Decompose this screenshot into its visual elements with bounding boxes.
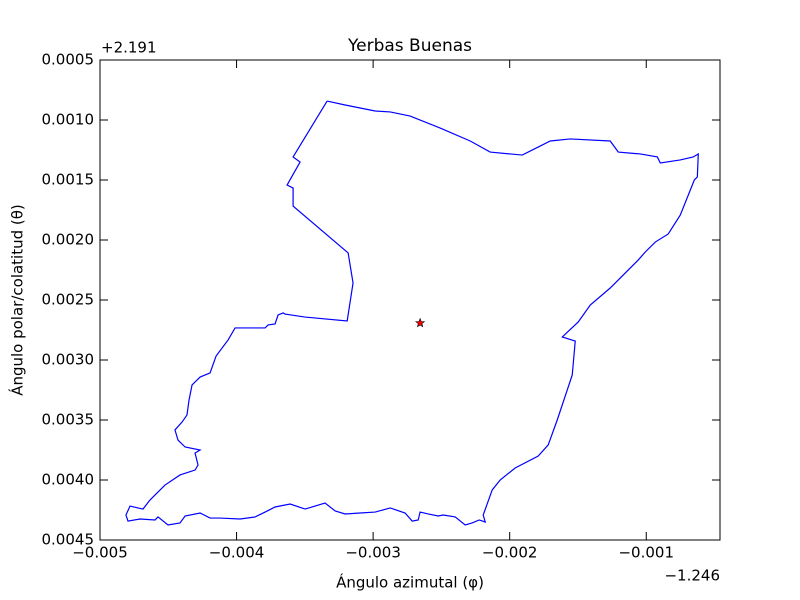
y-axis-label: Ángulo polar/colatitud (θ) bbox=[8, 204, 27, 396]
y-tick-label: 0.0030 bbox=[42, 351, 95, 369]
y-tick-label: 0.0035 bbox=[42, 411, 95, 429]
chart-title: Yerbas Buenas bbox=[347, 36, 472, 56]
x-tick-label: −0.001 bbox=[618, 544, 674, 562]
x-offset-label: −1.246 bbox=[664, 567, 720, 585]
y-tick-label: 0.0045 bbox=[42, 531, 95, 549]
x-axis-label: Ángulo azimutal (φ) bbox=[336, 573, 484, 592]
y-tick-label: 0.0040 bbox=[42, 471, 95, 489]
y-tick-label: 0.0025 bbox=[42, 291, 95, 309]
x-tick-label: −0.003 bbox=[345, 544, 401, 562]
y-tick-label: 0.0020 bbox=[42, 231, 95, 249]
y-tick-label: 0.0010 bbox=[42, 111, 95, 129]
x-tick-label: −0.002 bbox=[482, 544, 538, 562]
y-tick-label: 0.0015 bbox=[42, 171, 95, 189]
plot-frame bbox=[99, 59, 721, 541]
x-tick-label: −0.005 bbox=[72, 544, 128, 562]
center-marker bbox=[415, 317, 426, 328]
y-tick-label: 0.0005 bbox=[42, 51, 95, 69]
y-offset-label: +2.191 bbox=[101, 39, 157, 57]
x-tick-label: −0.004 bbox=[209, 544, 265, 562]
boundary-line bbox=[125, 100, 699, 526]
